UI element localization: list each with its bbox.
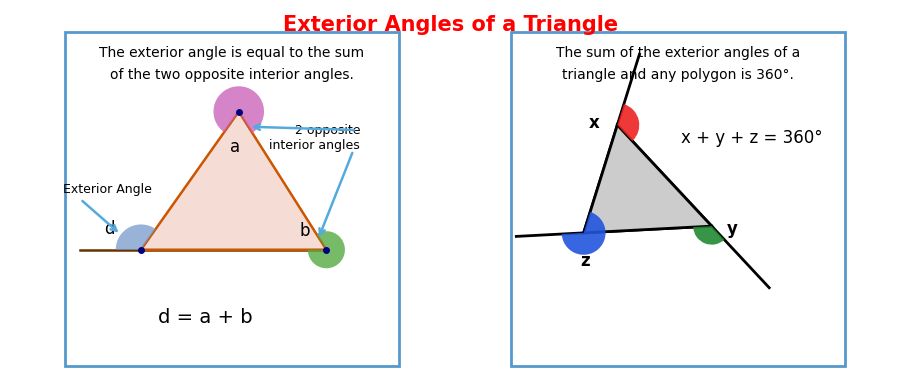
Text: x + y + z = 360°: x + y + z = 360° bbox=[681, 129, 823, 147]
Wedge shape bbox=[214, 86, 264, 133]
Wedge shape bbox=[308, 231, 345, 268]
Polygon shape bbox=[141, 111, 326, 250]
Text: 2 opposite
interior angles: 2 opposite interior angles bbox=[269, 124, 360, 152]
FancyBboxPatch shape bbox=[511, 32, 845, 366]
Text: z: z bbox=[580, 252, 590, 270]
Text: b: b bbox=[299, 222, 310, 240]
Text: The sum of the exterior angles of a: The sum of the exterior angles of a bbox=[556, 46, 800, 60]
Text: triangle and any polygon is 360°.: triangle and any polygon is 360°. bbox=[562, 68, 794, 82]
Wedge shape bbox=[693, 226, 724, 245]
Text: x: x bbox=[588, 115, 599, 132]
Text: of the two opposite interior angles.: of the two opposite interior angles. bbox=[110, 68, 354, 82]
Text: The exterior angle is equal to the sum: The exterior angle is equal to the sum bbox=[99, 46, 365, 60]
Text: Exterior Angle: Exterior Angle bbox=[63, 183, 152, 196]
Wedge shape bbox=[617, 104, 639, 141]
Text: d = a + b: d = a + b bbox=[158, 308, 252, 327]
Text: Exterior Angles of a Triangle: Exterior Angles of a Triangle bbox=[283, 15, 618, 35]
Wedge shape bbox=[561, 212, 605, 255]
Text: a: a bbox=[231, 138, 241, 156]
Wedge shape bbox=[115, 224, 156, 250]
Text: d: d bbox=[104, 220, 114, 238]
FancyBboxPatch shape bbox=[65, 32, 399, 366]
Text: y: y bbox=[726, 221, 737, 239]
Polygon shape bbox=[584, 125, 712, 233]
